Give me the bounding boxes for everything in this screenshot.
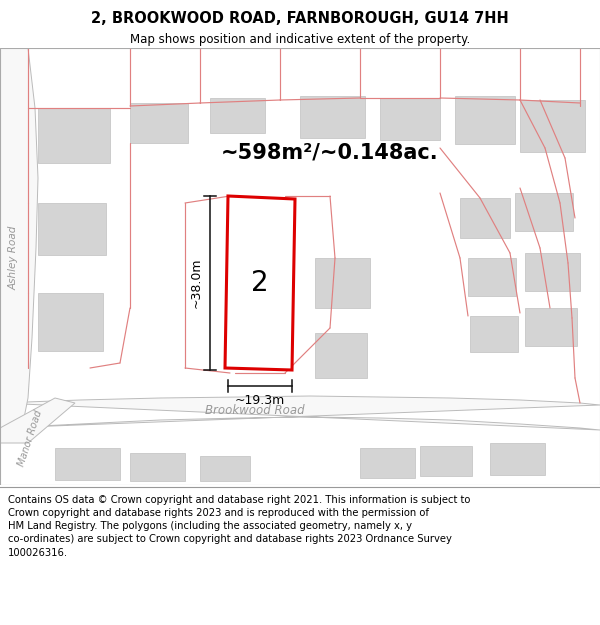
Text: Contains OS data © Crown copyright and database right 2021. This information is : Contains OS data © Crown copyright and d… [8,495,470,558]
Text: Map shows position and indicative extent of the property.: Map shows position and indicative extent… [130,32,470,46]
Text: ~38.0m: ~38.0m [190,258,203,308]
Text: ~598m²/~0.148ac.: ~598m²/~0.148ac. [221,143,439,163]
Bar [210,98,265,133]
Text: Brookwood Road: Brookwood Road [205,404,305,416]
Bar [130,453,185,481]
Polygon shape [0,48,38,428]
Text: ~19.3m: ~19.3m [235,394,285,406]
Bar [38,293,103,351]
Bar [38,108,110,163]
Bar [380,98,440,140]
Polygon shape [225,196,295,370]
Bar [470,316,518,352]
Polygon shape [0,396,600,430]
Text: 2, BROOKWOOD ROAD, FARNBOROUGH, GU14 7HH: 2, BROOKWOOD ROAD, FARNBOROUGH, GU14 7HH [91,11,509,26]
Text: 2: 2 [251,269,269,297]
Bar [520,100,585,152]
Bar [315,333,367,378]
Bar [515,193,573,231]
Bar [55,448,120,480]
Bar [460,198,510,238]
Bar [315,258,370,308]
Bar [130,103,188,143]
Bar [200,456,250,481]
Polygon shape [0,398,75,443]
Text: Manor Road: Manor Road [16,409,44,468]
Bar [455,96,515,144]
Bar [525,308,577,346]
Bar [360,448,415,478]
Bar [525,253,580,291]
Text: Ashley Road: Ashley Road [9,226,19,290]
Bar [300,96,365,138]
Bar [468,258,516,296]
Bar [420,446,472,476]
Bar [490,443,545,475]
Bar [38,203,106,255]
